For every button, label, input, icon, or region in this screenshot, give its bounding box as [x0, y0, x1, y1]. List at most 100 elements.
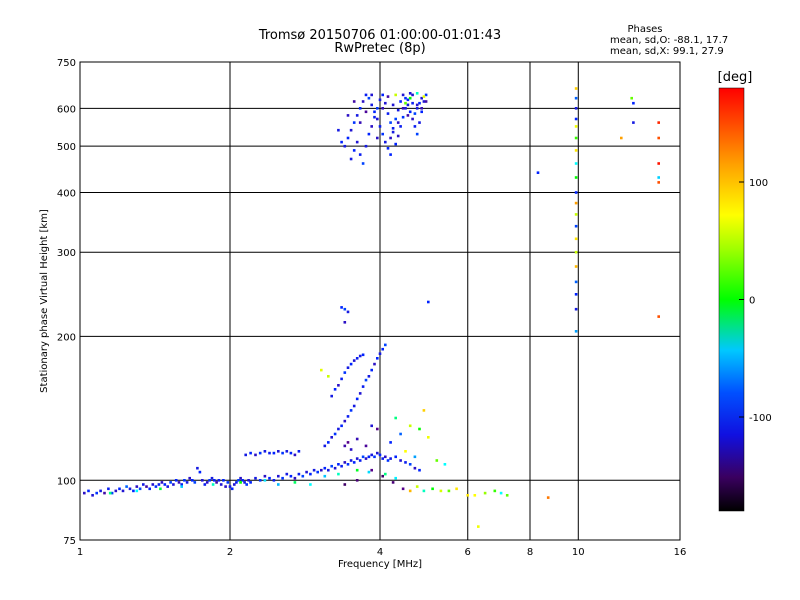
data-point	[574, 136, 578, 140]
data-point	[408, 96, 412, 100]
phases-header: Phases	[627, 24, 662, 35]
data-point	[349, 362, 353, 366]
data-point	[219, 483, 223, 486]
data-point	[263, 479, 267, 482]
data-point	[381, 474, 384, 478]
data-point	[297, 472, 301, 476]
data-point	[188, 476, 191, 480]
data-point	[424, 100, 428, 103]
x-tick-label: 10	[572, 547, 585, 558]
data-point	[389, 441, 392, 444]
data-point	[574, 162, 578, 165]
data-point	[215, 481, 218, 484]
data-point	[367, 96, 371, 100]
data-point	[358, 459, 362, 462]
data-point	[415, 107, 419, 110]
data-point	[378, 352, 382, 355]
data-point	[352, 121, 356, 124]
data-point	[352, 359, 356, 362]
data-point	[268, 476, 271, 480]
data-point	[399, 125, 402, 128]
data-point	[574, 107, 578, 110]
data-point	[574, 213, 578, 216]
y-tick-label: 100	[57, 476, 76, 487]
data-point	[244, 453, 247, 457]
data-point	[95, 491, 98, 495]
data-point	[346, 114, 350, 117]
data-point	[138, 487, 142, 491]
data-point	[364, 444, 368, 448]
data-point	[352, 461, 356, 464]
data-point	[323, 474, 327, 478]
data-point	[373, 455, 376, 459]
chart-title: Tromsø 20150706 01:00:00-01:01:43	[258, 28, 501, 43]
data-point	[657, 136, 660, 140]
data-point	[258, 451, 262, 455]
data-point	[427, 300, 430, 304]
data-point	[477, 525, 480, 528]
data-point	[418, 468, 421, 472]
data-point	[370, 468, 373, 472]
data-point	[406, 98, 410, 102]
data-point	[358, 153, 362, 156]
data-point	[418, 101, 421, 105]
data-point	[413, 112, 417, 115]
data-point	[263, 474, 267, 478]
data-point	[408, 92, 412, 95]
data-point	[272, 451, 276, 455]
data-point	[135, 489, 139, 493]
data-point	[352, 149, 356, 152]
data-point	[427, 436, 430, 439]
data-point	[87, 489, 90, 493]
data-point	[193, 481, 197, 484]
data-point	[415, 485, 419, 488]
data-point	[343, 371, 347, 374]
data-point	[381, 93, 384, 97]
data-point	[404, 450, 407, 453]
data-point	[574, 280, 578, 284]
data-point	[574, 293, 578, 296]
data-point	[254, 476, 257, 480]
data-point	[376, 427, 379, 431]
x-tick-label: 6	[465, 547, 471, 558]
data-point	[107, 487, 110, 491]
data-point	[268, 451, 271, 455]
data-point	[574, 149, 578, 152]
data-point	[370, 93, 373, 97]
data-point	[376, 117, 379, 121]
data-point	[378, 125, 382, 128]
data-point	[404, 107, 407, 110]
data-point	[574, 307, 578, 311]
data-point	[401, 107, 405, 110]
data-point	[349, 128, 353, 132]
data-point	[422, 489, 426, 493]
data-point	[343, 419, 347, 423]
data-point	[337, 427, 340, 431]
data-point	[657, 315, 660, 318]
data-point	[386, 95, 390, 98]
x-tick-label: 8	[527, 547, 533, 558]
data-point	[323, 466, 327, 470]
data-point	[574, 250, 578, 254]
data-point	[378, 453, 382, 457]
data-point	[370, 103, 373, 107]
data-point	[99, 489, 102, 493]
data-point	[364, 110, 368, 114]
data-point	[367, 375, 371, 378]
data-point	[340, 424, 343, 428]
data-point	[281, 451, 284, 455]
colorbar-label: [deg]	[718, 70, 753, 85]
data-point	[493, 489, 497, 493]
data-point	[574, 87, 578, 90]
data-point	[574, 117, 578, 121]
data-point	[396, 108, 400, 112]
data-point	[391, 127, 395, 130]
data-point	[358, 107, 362, 110]
data-point	[340, 306, 343, 309]
x-tick-label: 16	[674, 547, 687, 558]
data-point	[401, 115, 405, 119]
data-point	[160, 481, 164, 484]
data-point	[333, 388, 337, 391]
data-point	[632, 121, 635, 124]
data-point	[103, 491, 106, 495]
